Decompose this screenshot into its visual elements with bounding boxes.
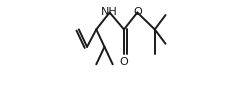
Text: NH: NH	[101, 7, 118, 17]
Text: O: O	[133, 7, 142, 17]
Text: O: O	[120, 57, 128, 67]
